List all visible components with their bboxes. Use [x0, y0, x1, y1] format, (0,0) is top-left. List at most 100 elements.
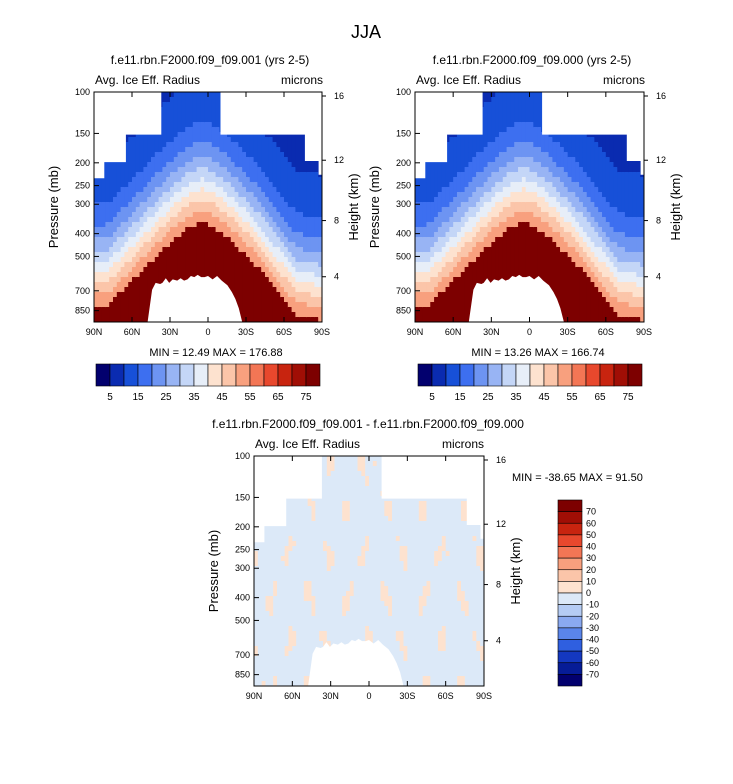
- heatmap-cell: [506, 112, 512, 118]
- heatmap-cell: [265, 147, 270, 153]
- heatmap-cell: [434, 237, 439, 243]
- heatmap-cell: [234, 222, 239, 228]
- heatmap-cell: [234, 197, 239, 203]
- heatmap-cell: [192, 227, 198, 233]
- heatmap-cell: [441, 312, 447, 318]
- heatmap-cell: [158, 222, 163, 228]
- heatmap-cell: [120, 222, 125, 228]
- heatmap-cell: [563, 257, 569, 263]
- heatmap-cell: [303, 297, 308, 303]
- heatmap-cell: [510, 257, 515, 263]
- heatmap-cell: [525, 152, 531, 158]
- heatmap-cell: [441, 237, 447, 243]
- heatmap-cell: [579, 247, 584, 253]
- heatmap-cell: [487, 232, 492, 238]
- heatmap-cell: [560, 217, 565, 223]
- heatmap-cell: [483, 207, 489, 213]
- heatmap-cell: [441, 317, 447, 322]
- heatmap-cell: [434, 292, 439, 298]
- heatmap-cell: [582, 242, 588, 248]
- heatmap-cell: [215, 257, 220, 263]
- heatmap-cell: [132, 197, 137, 203]
- heatmap-cell: [280, 197, 285, 203]
- heatmap-cell: [422, 242, 428, 248]
- colorbar-swatch: [123, 363, 139, 387]
- heatmap-cell: [181, 112, 186, 118]
- heatmap-cell: [287, 277, 293, 283]
- heatmap-cell: [177, 177, 182, 183]
- heatmap-cell: [575, 172, 580, 178]
- heatmap-cell: [567, 287, 573, 293]
- heatmap-cell: [265, 217, 270, 223]
- heatmap-cell: [268, 137, 274, 143]
- heatmap-cell: [166, 212, 171, 218]
- heatmap-cell: [441, 252, 447, 258]
- heatmap-cell: [464, 307, 470, 313]
- heatmap-cell: [276, 272, 281, 278]
- y-axis-title: Pressure (mb): [46, 166, 61, 248]
- heatmap-cell: [181, 162, 186, 168]
- heatmap-cell: [94, 302, 99, 308]
- heatmap-cell: [238, 237, 243, 243]
- heatmap-cell: [299, 137, 304, 143]
- heatmap-cell: [196, 232, 201, 238]
- heatmap-cell: [544, 262, 550, 268]
- heatmap-cell: [468, 227, 473, 233]
- heatmap-cell: [560, 152, 565, 158]
- heatmap-cell: [124, 247, 129, 253]
- heatmap-cell: [540, 172, 546, 178]
- heatmap-cell: [449, 217, 454, 223]
- heatmap-cell: [318, 232, 322, 238]
- heatmap-cell: [502, 237, 508, 243]
- heatmap-cell: [479, 192, 485, 198]
- heatmap-cell: [540, 187, 546, 193]
- heatmap-cell: [257, 137, 262, 143]
- heatmap-cell: [567, 262, 573, 268]
- heatmap-cell: [529, 152, 534, 158]
- heatmap-cell: [162, 117, 167, 123]
- heatmap-cell: [139, 272, 144, 278]
- heatmap-cell: [540, 277, 546, 283]
- heatmap-cell: [158, 182, 163, 188]
- heatmap-cell: [128, 232, 133, 238]
- heatmap-cell: [295, 187, 300, 193]
- heatmap-cell: [139, 187, 144, 193]
- heatmap-cell: [139, 262, 144, 268]
- heatmap-cell: [265, 247, 270, 253]
- heatmap-cell: [181, 142, 186, 148]
- heatmap-cell: [487, 97, 492, 103]
- heatmap-cell: [192, 242, 198, 248]
- heatmap-cell: [151, 157, 156, 163]
- heatmap-cell: [453, 222, 458, 228]
- heatmap-cell: [109, 282, 114, 288]
- heatmap-cell: [579, 292, 584, 298]
- heatmap-cell: [479, 177, 485, 183]
- panel-left-title: f.e11.rbn.F2000.f09_f09.001 (yrs 2-5): [111, 53, 310, 67]
- heatmap-cell: [537, 207, 542, 213]
- heatmap-cell: [456, 257, 462, 263]
- heatmap-cell: [219, 227, 224, 233]
- heatmap-cell: [498, 207, 504, 213]
- heatmap-cell: [556, 137, 561, 143]
- heatmap-cell: [185, 182, 190, 188]
- heatmap-cell: [268, 292, 274, 298]
- heatmap-cell: [284, 217, 289, 223]
- heatmap-cell: [132, 162, 137, 168]
- colorbar-swatch: [291, 363, 307, 387]
- heatmap-cell: [514, 142, 519, 148]
- heatmap-cell: [208, 167, 213, 173]
- heatmap-cell: [483, 277, 489, 283]
- heatmap-cell: [185, 107, 190, 113]
- heatmap-cell: [548, 147, 553, 153]
- heatmap-cell: [434, 217, 439, 223]
- heatmap-cell: [476, 267, 481, 273]
- heatmap-cell: [487, 132, 492, 138]
- heatmap-cell: [453, 157, 458, 163]
- heatmap-cell: [268, 192, 274, 198]
- heatmap-cell: [276, 312, 281, 318]
- heatmap-cell: [116, 272, 122, 278]
- heatmap-cell: [158, 247, 163, 253]
- heatmap-cell: [147, 152, 152, 158]
- heatmap-cell: [242, 207, 247, 213]
- heatmap-cell: [464, 187, 470, 193]
